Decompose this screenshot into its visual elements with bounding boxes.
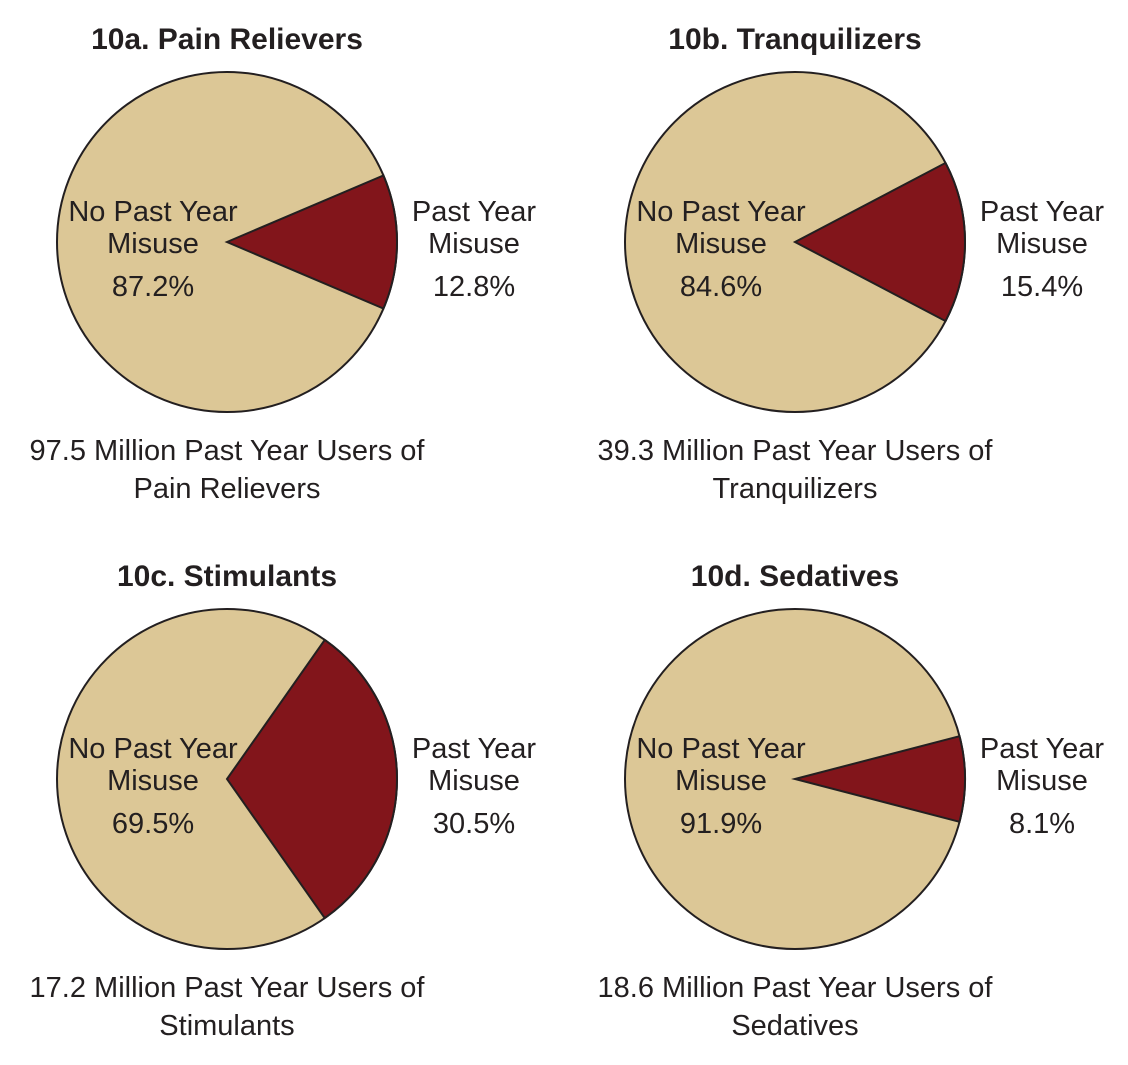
chart-caption-line2: Pain Relievers xyxy=(134,473,321,505)
slice-label-no-past-year-misuse-line2: Misuse xyxy=(675,765,767,797)
chart-title: 10d. Sedatives xyxy=(691,560,899,593)
chart-caption-line1: 17.2 Million Past Year Users of xyxy=(30,972,426,1004)
chart-caption-line1: 18.6 Million Past Year Users of xyxy=(598,972,994,1004)
slice-label-no-past-year-misuse-line1: No Past Year xyxy=(68,733,238,765)
chart-caption-line1: 39.3 Million Past Year Users of xyxy=(598,435,994,467)
slice-value-no-past-year-misuse: 84.6% xyxy=(680,271,762,303)
pie-chart-panel: 10c. Stimulants No Past Year Misuse 69.5% Pa… xyxy=(0,537,560,1065)
slice-value-no-past-year-misuse: 87.2% xyxy=(112,271,194,303)
slice-label-past-year-misuse-line2: Misuse xyxy=(428,765,520,797)
slice-label-past-year-misuse-line1: Past Year xyxy=(412,733,536,765)
slice-label-no-past-year-misuse-line1: No Past Year xyxy=(68,196,238,228)
slice-label-past-year-misuse-line2: Misuse xyxy=(996,228,1088,260)
pie-slice-past-year-misuse xyxy=(791,734,966,824)
pie-slice-past-year-misuse xyxy=(225,638,398,920)
slice-label-past-year-misuse-line1: Past Year xyxy=(980,196,1104,228)
slice-value-past-year-misuse: 12.8% xyxy=(433,271,515,303)
pie-slice-past-year-misuse xyxy=(792,161,966,323)
slice-value-past-year-misuse: 15.4% xyxy=(1001,271,1083,303)
chart-title: 10a. Pain Relievers xyxy=(91,23,363,56)
pie-slice-past-year-misuse xyxy=(224,174,398,310)
pie-chart-panel: 10d. Sedatives No Past Year Misuse 91.9% Pas… xyxy=(568,537,1128,1065)
slice-value-past-year-misuse: 30.5% xyxy=(433,808,515,840)
pie-chart-panel: 10a. Pain Relievers No Past Year Misuse 87.… xyxy=(0,0,560,528)
slice-label-no-past-year-misuse-line1: No Past Year xyxy=(636,733,806,765)
chart-caption-line2: Sedatives xyxy=(731,1010,858,1042)
slice-label-past-year-misuse-line1: Past Year xyxy=(412,196,536,228)
chart-title: 10c. Stimulants xyxy=(117,560,337,593)
slice-value-no-past-year-misuse: 69.5% xyxy=(112,808,194,840)
slice-label-no-past-year-misuse-line2: Misuse xyxy=(675,228,767,260)
chart-caption-line2: Tranquilizers xyxy=(713,473,878,505)
slice-value-no-past-year-misuse: 91.9% xyxy=(680,808,762,840)
slice-value-past-year-misuse: 8.1% xyxy=(1009,808,1075,840)
slice-label-past-year-misuse-line2: Misuse xyxy=(996,765,1088,797)
slice-label-past-year-misuse-line1: Past Year xyxy=(980,733,1104,765)
chart-caption-line2: Stimulants xyxy=(159,1010,294,1042)
pie-chart-panel: 10b. Tranquilizers No Past Year Misuse 84.6… xyxy=(568,0,1128,528)
chart-title: 10b. Tranquilizers xyxy=(668,23,921,56)
slice-label-no-past-year-misuse-line1: No Past Year xyxy=(636,196,806,228)
slice-label-no-past-year-misuse-line2: Misuse xyxy=(107,228,199,260)
slice-label-no-past-year-misuse-line2: Misuse xyxy=(107,765,199,797)
chart-caption-line1: 97.5 Million Past Year Users of xyxy=(30,435,426,467)
slice-label-past-year-misuse-line2: Misuse xyxy=(428,228,520,260)
